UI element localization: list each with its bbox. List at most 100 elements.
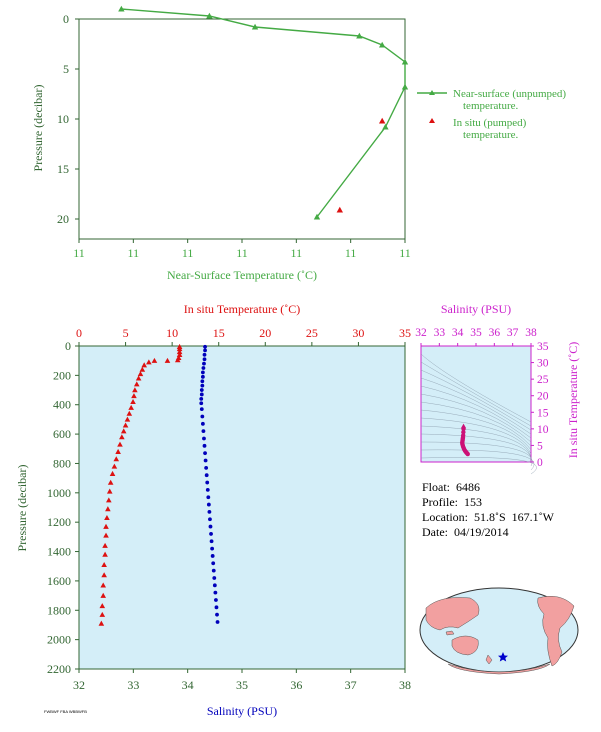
salinity-tick-label: 32 (73, 678, 85, 692)
legend-label-near-surface-1: Near-surface (unpumped) (453, 88, 566, 100)
pressure-tick-label: 200 (53, 368, 71, 382)
temperature-point (104, 514, 110, 521)
temperature-axis-label: In situ Temperature (˚C) (184, 302, 301, 316)
salinity-point (201, 366, 206, 370)
temperature-point (131, 393, 137, 399)
salinity-point (203, 348, 207, 353)
salinity-profile-points (199, 344, 220, 624)
ts-temperature-tick-label: 10 (537, 424, 549, 436)
salinity-tick-label: 33 (127, 678, 139, 692)
temperature-point (102, 542, 108, 548)
ts-temperature-ticks: 0 5 10 15 20 25 30 35 (531, 341, 549, 469)
near-surface-x-tick-label: 11 (73, 246, 85, 260)
near-surface-plot-area (78, 18, 406, 240)
map-land-antarctica (447, 663, 551, 675)
temperature-point (100, 582, 107, 588)
near-surface-y-tick-label: 5 (63, 62, 69, 76)
pressure-tick-label: 1400 (47, 545, 71, 559)
temperature-point (106, 488, 113, 494)
temperature-point (135, 375, 142, 381)
near-surface-marker (382, 123, 389, 130)
pressure-tick-label: 2200 (47, 662, 71, 676)
salinity-point (200, 421, 205, 426)
salinity-point (211, 568, 216, 573)
salinity-point (200, 374, 205, 379)
salinity-point (205, 480, 210, 485)
near-surface-legend: Near-surface (unpumped) temperature. In … (417, 88, 566, 141)
temperature-point (117, 441, 123, 447)
salinity-point (199, 407, 204, 412)
salinity-point (199, 401, 204, 406)
temperature-point (139, 366, 146, 372)
salinity-point (202, 352, 207, 357)
ts-point (465, 451, 470, 457)
density-contour (420, 401, 532, 447)
density-contour (420, 361, 532, 427)
near-surface-marker (206, 12, 213, 19)
salinity-point (208, 517, 212, 522)
temperature-point (102, 551, 108, 557)
pressure-axis-ticks: 0 200 400 600 800 1000 1200 1400 1600 1800 2000 220… (47, 339, 79, 676)
temperature-point (101, 561, 107, 567)
profile-plot-area (78, 345, 406, 670)
legend-label-in-situ-1: In situ (pumped) (453, 117, 527, 129)
near-surface-marker (118, 5, 125, 12)
density-contour (420, 377, 532, 435)
legend-label-near-surface-2: temperature. (463, 100, 519, 112)
temperature-point (130, 398, 136, 405)
salinity-point (209, 539, 214, 544)
salinity-tick-label: 38 (399, 678, 411, 692)
pressure-tick-label: 0 (65, 339, 71, 353)
near-surface-x-tick-label: 11 (291, 246, 303, 260)
ts-salinity-tick-label: 33 (434, 327, 446, 339)
salinity-point (214, 605, 219, 610)
salinity-point (200, 414, 205, 419)
temperature-point (119, 434, 125, 440)
near-surface-y-tick-label: 0 (63, 12, 69, 26)
temperature-point (146, 359, 152, 365)
float-location-marker-icon (498, 652, 508, 662)
salinity-point (206, 495, 211, 500)
salinity-point (215, 620, 220, 624)
ts-salinity-ticks: 32 33 34 35 36 37 38 (415, 327, 537, 346)
temperature-tick-label: 10 (166, 326, 178, 340)
near-surface-marker (378, 41, 386, 48)
near-surface-x-tick-label: 11 (182, 246, 194, 260)
density-contour (420, 369, 532, 431)
salinity-point (200, 379, 205, 384)
profile-panel: 0 5 10 15 20 25 30 35 32 33 34 35 36 37 38 0 200 400 600… (15, 302, 411, 718)
float-id: Float: 6486 (422, 480, 481, 494)
pressure-tick-label: 1800 (47, 603, 71, 617)
ts-temperature-tick-label: 20 (537, 391, 549, 403)
temperature-point (111, 463, 118, 469)
salinity-point (203, 451, 207, 456)
ts-salinity-tick-label: 37 (507, 327, 519, 339)
map-land-indonesia (445, 630, 455, 636)
in-situ-marker (336, 206, 343, 213)
in-situ-marker (378, 117, 386, 124)
salinity-point (199, 392, 204, 397)
salinity-tick-label: 36 (290, 678, 302, 692)
temperature-point (100, 592, 107, 598)
salinity-point (211, 561, 216, 566)
ts-temperature-tick-label: 35 (537, 341, 549, 353)
salinity-tick-label: 34 (182, 678, 194, 692)
temperature-tick-label: 30 (352, 326, 364, 340)
location-map (419, 587, 579, 675)
salinity-point (199, 396, 204, 401)
ts-x-label: Salinity (PSU) (441, 302, 511, 316)
legend-marker-in-situ (429, 118, 435, 123)
near-surface-x-label: Near-Surface Temperature (˚C) (167, 268, 317, 282)
temperature-point (99, 611, 106, 617)
profile-date: Date: 04/19/2014 (422, 525, 509, 539)
ts-temperature-tick-label: 0 (537, 457, 543, 469)
temperature-point (107, 479, 114, 485)
near-surface-y-tick-label: 20 (57, 212, 69, 226)
near-surface-y-tick-label: 15 (57, 162, 69, 176)
density-contour (420, 425, 532, 459)
temperature-profile-points (98, 343, 183, 626)
temperature-tick-label: 20 (259, 326, 271, 340)
temperature-point (174, 357, 181, 363)
pressure-tick-label: 1600 (47, 574, 71, 588)
